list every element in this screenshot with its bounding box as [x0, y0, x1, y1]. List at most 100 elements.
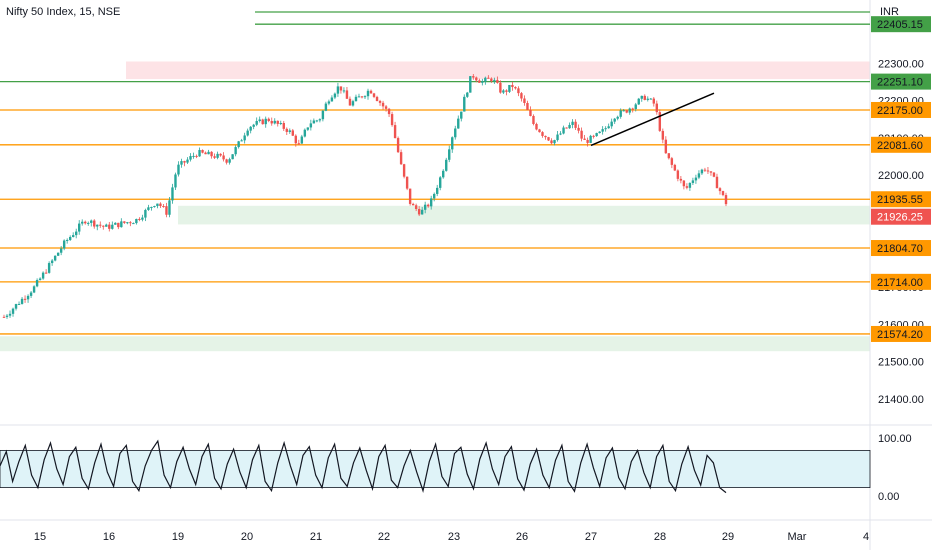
- candle-body: [508, 84, 511, 92]
- candle-body: [544, 135, 547, 138]
- candle-body: [466, 92, 469, 97]
- candle-body: [562, 127, 565, 134]
- last-price-label: 21926.25: [871, 208, 931, 225]
- candle-body: [432, 193, 436, 199]
- candle-body: [23, 298, 27, 300]
- candle-body: [517, 88, 520, 94]
- candle-body: [538, 129, 541, 133]
- candle-body: [324, 103, 328, 111]
- candle-body: [574, 121, 577, 128]
- candle-body: [550, 140, 553, 144]
- candle-body: [306, 127, 310, 130]
- time-tick-label: 4: [863, 531, 869, 543]
- candle-body: [649, 98, 652, 100]
- candle-body: [47, 263, 51, 273]
- candle-body: [342, 90, 346, 92]
- candle-body: [2, 316, 6, 318]
- trendline[interactable]: [590, 92, 715, 147]
- candle-body: [105, 224, 108, 227]
- candle-body: [604, 128, 607, 130]
- candle-body: [276, 120, 279, 124]
- candle-body: [571, 121, 574, 125]
- time-tick-label: 26: [516, 531, 528, 543]
- candle-body: [595, 133, 598, 137]
- candle-body: [478, 80, 481, 83]
- candle-body: [38, 278, 42, 281]
- candle-body: [297, 143, 301, 145]
- candle-body: [393, 125, 397, 139]
- candle-body: [580, 130, 583, 139]
- candle-body: [29, 292, 33, 296]
- level-label-bg-1: [871, 73, 931, 90]
- candle-body: [556, 134, 559, 141]
- candle-body: [420, 209, 424, 215]
- candle-body: [511, 84, 514, 88]
- candle-body: [408, 188, 412, 204]
- candle-body: [267, 118, 270, 121]
- candle-body: [35, 280, 39, 287]
- candle-body: [279, 123, 282, 125]
- candle-body: [679, 178, 683, 181]
- candle-body: [111, 224, 114, 229]
- candle-body: [553, 140, 556, 144]
- time-tick-label: 16: [103, 531, 115, 543]
- candle-body: [62, 240, 66, 249]
- level-label-6: 21714.00: [877, 277, 923, 289]
- time-tick-label: 20: [241, 531, 253, 543]
- price-tick-label: 21500.00: [878, 357, 924, 369]
- candle-body: [225, 159, 228, 163]
- candle-body: [535, 123, 538, 130]
- candle-body: [120, 221, 123, 228]
- level-label-bg-6: [871, 273, 931, 290]
- candle-body: [703, 169, 707, 171]
- candle-body: [252, 124, 255, 127]
- candle-body: [381, 102, 385, 107]
- candle-body: [724, 195, 728, 205]
- candle-body: [484, 77, 487, 82]
- candle-body: [243, 135, 246, 141]
- candle-body: [384, 106, 388, 109]
- last-price-text: 21926.25: [877, 212, 923, 224]
- candle-body: [487, 77, 490, 79]
- candle-body: [709, 171, 713, 173]
- candle-body: [168, 200, 171, 215]
- candle-body: [204, 152, 207, 155]
- candle-body: [493, 79, 496, 82]
- candle-body: [153, 206, 156, 208]
- candle-body: [357, 96, 361, 98]
- time-axis: 15 16 19 20 21 22 23 26 27 28 29 Mar 4: [34, 531, 869, 543]
- candle-body: [454, 128, 457, 138]
- oscillator-line: [0, 439, 727, 494]
- candle-body: [141, 217, 144, 220]
- candle-body: [126, 222, 129, 224]
- candle-body: [387, 108, 391, 115]
- candle-body: [436, 187, 439, 194]
- candle-body: [192, 155, 195, 157]
- candle-body: [144, 209, 147, 218]
- time-tick-label: 19: [172, 531, 184, 543]
- chart-title: Nifty 50 Index, 15, NSE: [6, 6, 120, 18]
- candle-body: [718, 188, 722, 192]
- candle-body: [360, 96, 364, 98]
- candle-body: [457, 118, 460, 129]
- candle-body: [26, 295, 30, 300]
- candle-body: [547, 137, 550, 141]
- candle-body: [123, 221, 126, 223]
- candle-body: [496, 79, 499, 83]
- candle-body: [354, 96, 358, 102]
- candle-body: [396, 138, 400, 153]
- candle-body: [442, 170, 445, 178]
- candle-body: [625, 110, 628, 113]
- level-label-5: 21804.70: [877, 243, 923, 255]
- candle-body: [195, 155, 198, 157]
- candle-body: [646, 98, 649, 100]
- time-tick-label: 21: [310, 531, 322, 543]
- candle-body: [448, 149, 451, 160]
- candle-body: [694, 177, 698, 181]
- candle-body: [378, 100, 382, 103]
- candle-body: [439, 177, 442, 188]
- candle-body: [526, 102, 529, 111]
- candle-body: [481, 81, 484, 83]
- candle-body: [210, 151, 213, 157]
- level-label-bg-5: [871, 240, 931, 257]
